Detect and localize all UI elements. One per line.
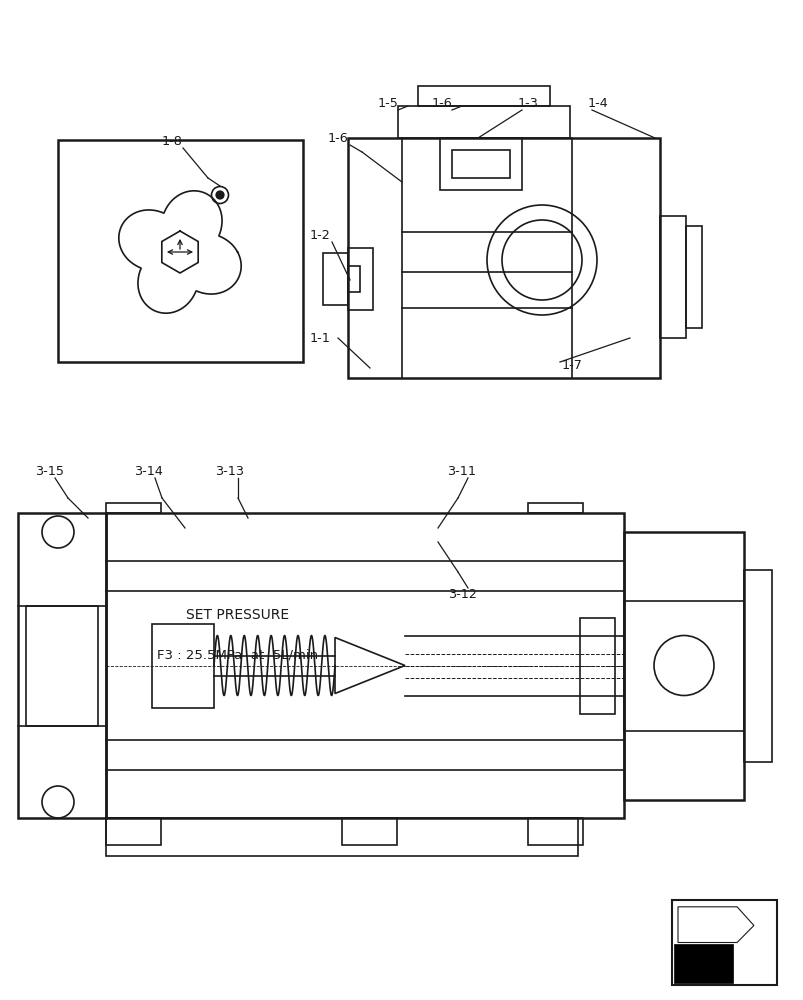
Text: 1-5: 1-5 [377,97,398,110]
Bar [528,818,582,845]
Text: 3-15: 3-15 [35,465,64,478]
Bar [106,818,577,856]
Bar [659,216,685,338]
Polygon shape [677,907,753,942]
Text: 1-4: 1-4 [587,97,608,110]
Text: F3 : 25.5MPa  at  5L/min: F3 : 25.5MPa at 5L/min [157,648,318,661]
Bar [348,248,373,310]
Bar [58,140,303,362]
Bar [418,86,549,106]
Bar [106,513,623,818]
Bar [528,503,582,513]
Bar [26,606,98,726]
Text: 1-6: 1-6 [327,132,348,145]
Text: 1-7: 1-7 [561,359,582,372]
Text: SET PRESSURE: SET PRESSURE [186,608,289,622]
Bar [451,150,509,178]
Bar [579,617,614,713]
Bar [341,818,397,845]
Text: 1-1: 1-1 [308,332,329,345]
Bar [323,253,348,305]
Bar [348,138,659,378]
Text: 3-11: 3-11 [447,465,476,478]
Text: 3-13: 3-13 [215,465,244,478]
Bar [152,624,214,708]
Bar [439,138,521,190]
Bar [106,503,161,513]
Bar [671,900,776,985]
Text: 3-12: 3-12 [447,588,476,601]
Bar [685,226,701,328]
Text: 1-8: 1-8 [161,135,182,148]
Bar [743,570,771,762]
Text: 3-14: 3-14 [133,465,162,478]
Polygon shape [673,944,732,983]
Text: 1-3: 1-3 [517,97,538,110]
Bar [106,818,161,845]
Circle shape [216,191,223,199]
Bar [18,513,106,818]
Bar [348,266,360,292]
Bar [397,106,569,138]
Text: 1-2: 1-2 [309,229,329,242]
Bar [623,600,743,730]
Text: 1-6: 1-6 [431,97,452,110]
Bar [623,532,743,800]
